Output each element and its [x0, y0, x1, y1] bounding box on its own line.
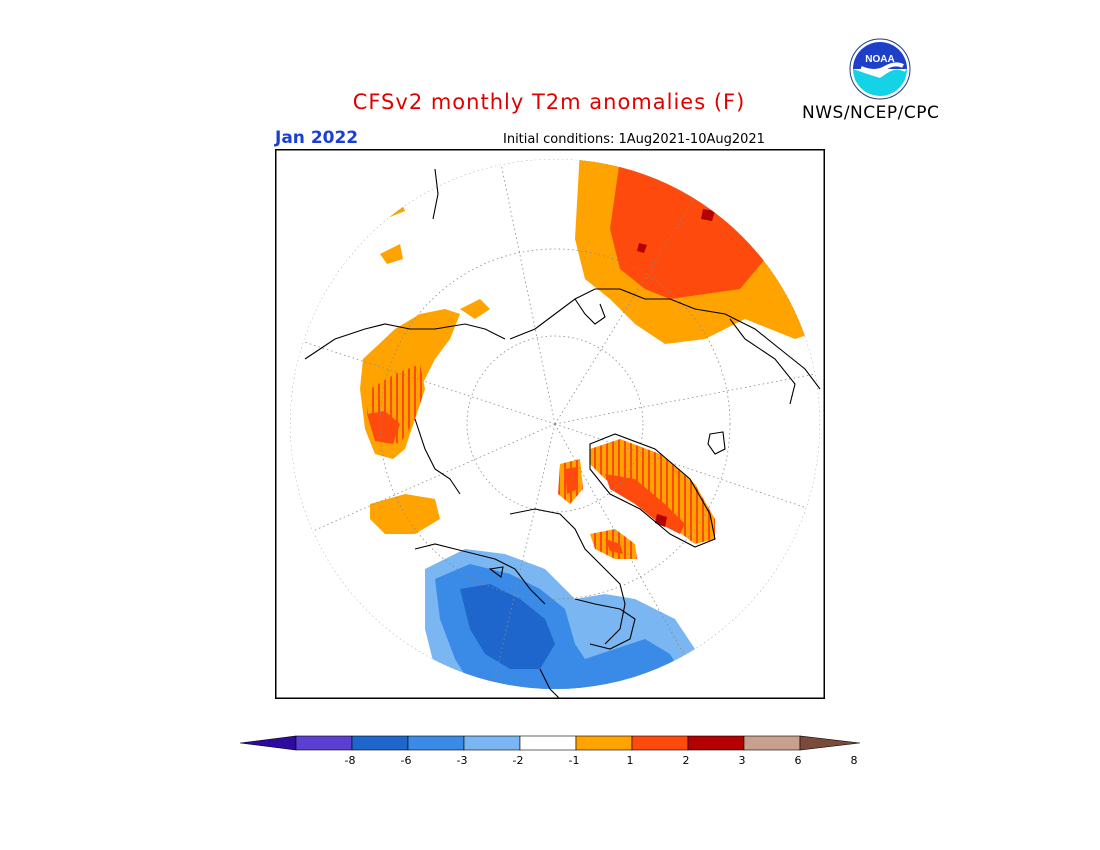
coast-small-island-1 [707, 431, 726, 455]
coast-eurasia [509, 288, 821, 390]
colorbar-box [519, 735, 577, 751]
coast-alaska [304, 323, 506, 360]
colorbar-tick-label: 2 [683, 754, 690, 767]
organization-label: NWS/NCEP/CPC [802, 103, 940, 123]
colorbar-tick-label: 1 [627, 754, 634, 767]
anomaly-warm-greenland [590, 439, 715, 544]
colorbar-tick-label: -3 [457, 754, 468, 767]
coastlines [304, 168, 821, 699]
coast-nw-islands [414, 418, 461, 495]
colorbar-tick-label: -8 [345, 754, 356, 767]
colorbar-box [463, 735, 521, 751]
forecast-period: Jan 2022 [275, 128, 359, 148]
colorbar-tick-label: 3 [739, 754, 746, 767]
map-frame-border [275, 149, 825, 699]
colorbar-box [743, 735, 801, 751]
colorbar-tick-label: -1 [569, 754, 580, 767]
anomaly-warm-left-small [380, 244, 403, 264]
noaa-logo-text: NOAA [865, 54, 894, 65]
colorbar-arrow-low [239, 735, 297, 751]
colorbar-tick-label: -2 [513, 754, 524, 767]
coast-north-america-south [539, 668, 561, 699]
anomaly-hot-canada-arc [565, 467, 578, 494]
colorbar: -8 -6 -3 -2 -1 1 2 3 6 8 [239, 735, 861, 767]
colorbar-box [575, 735, 633, 751]
coast-siberia-inner [574, 298, 606, 325]
colorbar-tick-label: 6 [795, 754, 802, 767]
colorbar-box [351, 735, 409, 751]
colorbar-box [407, 735, 465, 751]
colorbar-box [687, 735, 745, 751]
graticule [290, 159, 820, 689]
map-title: CFSv2 monthly T2m anomalies (F) [352, 90, 746, 114]
polar-map [275, 149, 825, 699]
colorbar-tick-labels: -8 -6 -3 -2 -1 1 2 3 6 8 [345, 754, 858, 767]
anomaly-warm-left-2 [460, 299, 490, 319]
anomaly-hot-nw-core [367, 411, 400, 444]
colorbar-tick-label: -6 [401, 754, 412, 767]
coast-north-america-west [414, 543, 546, 605]
initial-conditions: Initial conditions: 1Aug2021-10Aug2021 [503, 132, 765, 147]
coast-small-island-3 [432, 168, 439, 220]
coast-canada-archipelago [509, 508, 626, 645]
anomaly-peak-eurasia-2 [637, 243, 647, 253]
coast-small-island-2 [488, 566, 504, 578]
coast-scandinavia [729, 318, 796, 405]
anomaly-peak-eurasia [701, 209, 715, 221]
anomaly-hot-baffin [605, 539, 623, 554]
colorbar-arrow-high [799, 735, 861, 751]
colorbar-boxes [239, 735, 861, 751]
coast-hudson [574, 598, 636, 650]
coast-greenland [589, 433, 716, 548]
colorbar-box [631, 735, 689, 751]
noaa-logo: NOAA [849, 38, 911, 100]
colorbar-box [295, 735, 353, 751]
colorbar-tick-label: 8 [851, 754, 858, 767]
